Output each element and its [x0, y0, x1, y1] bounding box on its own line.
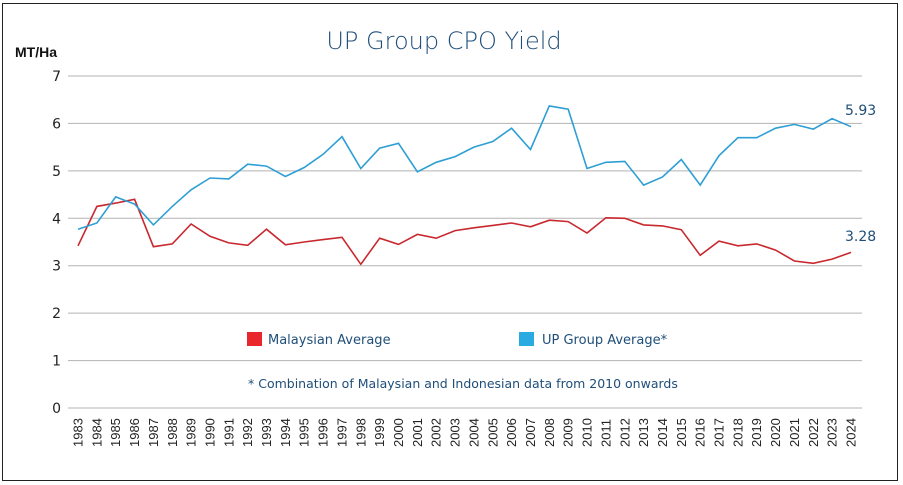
- x-tick-label: 2021: [787, 418, 802, 447]
- x-tick-label: 1986: [127, 418, 142, 447]
- series-lines: [77, 105, 852, 266]
- x-tick-label: 2003: [448, 418, 463, 447]
- x-tick-label: 2024: [844, 418, 859, 447]
- legend-swatch-up-group-average: [519, 332, 534, 346]
- x-tick-label: 1997: [334, 418, 349, 447]
- x-tick-label: 1989: [184, 418, 199, 447]
- x-tick-label: 1983: [71, 418, 86, 447]
- x-tick-label: 2017: [712, 418, 727, 447]
- y-tick-label: 6: [52, 116, 61, 132]
- footnote: * Combination of Malaysian and Indonesia…: [248, 376, 678, 391]
- x-tick-label: 2002: [429, 418, 444, 447]
- legend-swatch-malaysian-average: [247, 332, 262, 346]
- x-tick-label: 1994: [278, 418, 293, 447]
- x-tick-label: 2015: [674, 418, 689, 447]
- x-tick-label: 1995: [297, 418, 312, 447]
- x-tick-label: 2004: [466, 418, 481, 447]
- x-tick-label: 1996: [316, 418, 331, 447]
- x-tick-label: 2018: [730, 418, 745, 447]
- end-label-up-group: 5.93: [845, 103, 876, 119]
- x-tick-label: 2007: [523, 418, 538, 447]
- y-tick-label: 0: [52, 401, 61, 417]
- series-line-up-group-average: [77, 105, 852, 230]
- x-tick-label: 2012: [617, 418, 632, 447]
- y-axis-ticks: 0 1 2 3 4 5 6 7: [52, 69, 61, 417]
- x-tick-label: 2009: [561, 418, 576, 447]
- x-tick-label: 2006: [504, 418, 519, 447]
- x-axis-ticks: 1983 1984 1985 1986 1987 1988 1989 1990 1991 1992…: [71, 418, 859, 447]
- y-tick-label: 2: [52, 306, 61, 322]
- x-tick-label: 1991: [221, 418, 236, 447]
- x-tick-label: 1987: [146, 418, 161, 447]
- y-tick-label: 1: [52, 354, 61, 370]
- x-tick-label: 1998: [353, 418, 368, 447]
- legend-label-up-group-average: UP Group Average*: [542, 333, 668, 348]
- x-tick-label: 2014: [655, 418, 670, 447]
- x-tick-label: 2013: [636, 418, 651, 447]
- legend-label-malaysian-average: Malaysian Average: [268, 333, 391, 348]
- x-tick-label: 2000: [391, 418, 406, 447]
- y-tick-label: 4: [52, 211, 61, 227]
- legend: Malaysian Average UP Group Average*: [247, 332, 668, 348]
- x-tick-label: 2020: [768, 418, 783, 447]
- y-tick-label: 5: [52, 164, 61, 180]
- y-tick-label: 7: [52, 69, 61, 85]
- x-tick-label: 2010: [580, 418, 595, 447]
- x-tick-label: 2005: [485, 418, 500, 447]
- x-tick-label: 2008: [542, 418, 557, 447]
- y-tick-label: 3: [52, 259, 61, 275]
- end-label-malaysian: 3.28: [845, 229, 876, 245]
- x-tick-label: 2001: [410, 418, 425, 447]
- y-axis-label: MT/Ha: [15, 44, 57, 60]
- x-tick-label: 1993: [259, 418, 274, 447]
- x-tick-label: 2016: [693, 418, 708, 447]
- x-tick-label: 1992: [240, 418, 255, 447]
- x-tick-label: 2022: [806, 418, 821, 447]
- x-tick-label: 1990: [202, 418, 217, 447]
- gridlines: [68, 75, 862, 409]
- x-tick-label: 1984: [89, 418, 104, 447]
- chart-title: UP Group CPO Yield: [326, 27, 561, 55]
- x-tick-label: 1985: [108, 418, 123, 447]
- x-tick-label: 2023: [825, 418, 840, 447]
- series-line-malaysian-average: [77, 198, 852, 266]
- x-tick-label: 2019: [749, 418, 764, 447]
- x-tick-label: 1999: [372, 418, 387, 447]
- x-tick-label: 1988: [165, 418, 180, 447]
- x-tick-label: 2011: [598, 419, 613, 447]
